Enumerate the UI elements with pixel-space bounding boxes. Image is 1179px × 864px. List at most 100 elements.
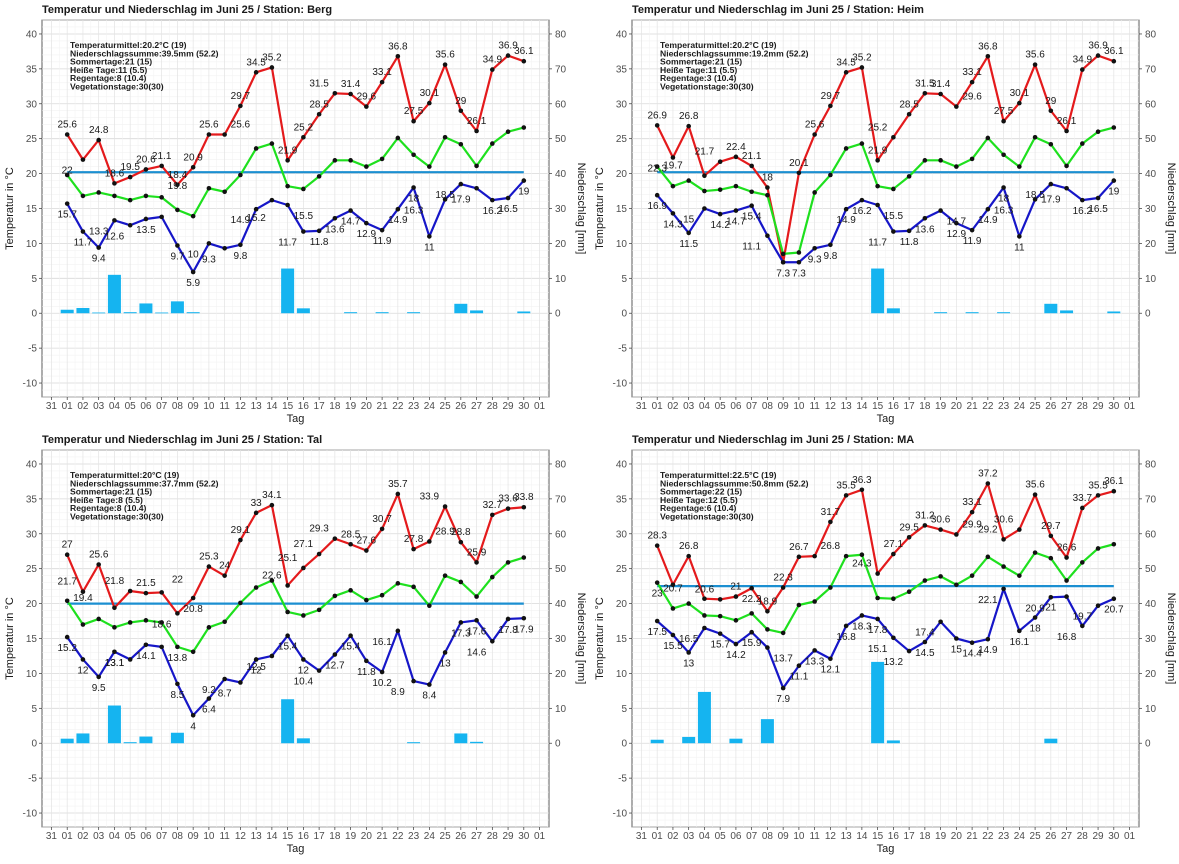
x-tick-label: 12 [235, 831, 247, 842]
data-point [938, 574, 943, 579]
data-label: 15.4 [278, 642, 298, 653]
data-point [127, 588, 133, 594]
x-tick-label: 18 [329, 831, 341, 842]
y-tick-label: 35 [616, 494, 628, 505]
y-axis-label: Temperatur in °C [594, 597, 606, 680]
x-tick-label: 22 [982, 401, 994, 412]
data-label: 22.3 [773, 573, 793, 584]
data-point [80, 157, 86, 162]
data-point [1001, 118, 1006, 124]
data-label: 16.3 [404, 205, 424, 216]
data-point [301, 186, 306, 192]
x-tick-label: 31 [636, 831, 648, 842]
data-label: 25.6 [57, 119, 77, 130]
data-point [938, 208, 943, 213]
data-label: 21.1 [152, 151, 172, 162]
precip-bar [296, 308, 310, 314]
x-tick-label: 15 [872, 401, 884, 412]
data-point [875, 202, 880, 208]
chart-svg: Temperatur und Niederschlag im Juni 25 /… [594, 434, 1177, 855]
y2-axis-label: Niederschlag [mm] [575, 163, 587, 255]
data-point [702, 173, 707, 178]
data-point [686, 553, 691, 559]
data-point [749, 189, 754, 195]
data-label: 14.9 [978, 215, 998, 226]
data-point [458, 620, 464, 625]
data-point [112, 649, 117, 655]
data-point [954, 220, 959, 226]
y-tick-label: -10 [23, 809, 38, 820]
data-point [954, 636, 959, 641]
y-tick-label: 35 [616, 64, 628, 75]
y2-tick-label: 70 [1145, 64, 1157, 75]
data-label: 17.9 [514, 624, 534, 635]
data-label: 18.4 [168, 170, 188, 181]
data-point [222, 245, 227, 251]
data-label: 36.1 [1104, 476, 1124, 487]
precip-bar [92, 312, 106, 314]
data-label: 14.6 [467, 647, 487, 658]
data-point [411, 118, 416, 124]
data-point [253, 585, 259, 590]
data-point [301, 613, 306, 618]
data-point [127, 620, 133, 625]
data-point [285, 202, 290, 208]
data-label: 26.1 [467, 116, 487, 127]
y2-tick-label: 50 [1145, 564, 1157, 575]
data-point [922, 215, 928, 221]
x-tick-label: 16 [298, 401, 310, 412]
x-tick-label: 26 [1045, 401, 1057, 412]
x-tick-label: 21 [967, 831, 979, 842]
data-point [222, 619, 227, 625]
data-point [686, 123, 691, 129]
data-point [733, 618, 739, 623]
data-point [906, 648, 912, 654]
data-label: 29.5 [899, 522, 919, 533]
data-point [654, 618, 660, 624]
data-label: 7.3 [776, 268, 790, 279]
precip-bars [650, 661, 1058, 744]
data-point [143, 590, 149, 596]
x-tick-label: 26 [1045, 831, 1057, 842]
data-point [828, 103, 833, 109]
data-label: 9.4 [92, 254, 106, 265]
precip-bar [76, 733, 90, 744]
data-point [285, 609, 290, 615]
data-point [906, 534, 912, 540]
data-point [1017, 100, 1022, 106]
data-point [490, 512, 495, 518]
data-label: 27.1 [884, 539, 904, 550]
x-tick-label: 04 [109, 831, 121, 842]
data-label: 36.8 [388, 41, 408, 52]
data-point [954, 164, 959, 169]
data-point [222, 132, 227, 137]
x-tick-label: 08 [172, 401, 184, 412]
data-point [442, 650, 448, 655]
data-point [458, 539, 464, 545]
data-label: 12.5 [246, 662, 266, 673]
stat-line: Sommertage:22 (15) [660, 487, 742, 497]
data-label: 20.6 [695, 584, 715, 595]
data-point [348, 588, 353, 593]
data-label: 33.1 [962, 497, 982, 508]
data-point [1001, 185, 1006, 190]
x-tick-label: 16 [888, 401, 900, 412]
data-point [348, 633, 353, 639]
x-tick-label: 10 [203, 401, 215, 412]
data-point [654, 543, 660, 548]
x-tick-label: 17 [314, 401, 326, 412]
data-label: 10 [188, 249, 200, 260]
chart-svg: Temperatur und Niederschlag im Juni 25 /… [4, 4, 587, 425]
data-label: 20.1 [789, 158, 809, 169]
series-line [66, 179, 525, 274]
data-point [143, 216, 149, 222]
x-tick-label: 10 [793, 401, 805, 412]
data-point [364, 658, 369, 664]
x-tick-label: 25 [440, 831, 452, 842]
data-label: 11 [1014, 242, 1025, 253]
data-point [796, 250, 802, 255]
data-point [985, 206, 991, 212]
data-label: 11.8 [310, 237, 329, 248]
precip-bar [107, 274, 121, 314]
data-point [64, 132, 70, 137]
